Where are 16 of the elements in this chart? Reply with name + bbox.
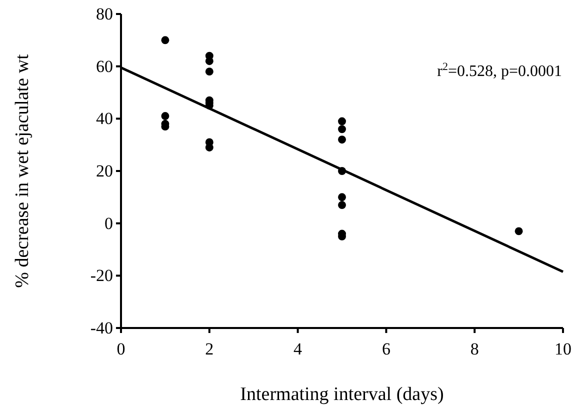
y-tick-label: 80 — [96, 4, 113, 24]
y-tick-label: 60 — [96, 56, 113, 76]
x-axis-title: Intermating interval (days) — [240, 384, 444, 405]
x-tick-label: 0 — [116, 340, 126, 359]
x-tick-label: 2 — [205, 340, 214, 359]
y-tick-label: -20 — [90, 266, 113, 286]
y-tick-label: 20 — [96, 161, 113, 180]
y-tick-label: -40 — [90, 318, 113, 338]
y-tick-label: 0 — [104, 214, 113, 233]
annotation: r$^{2}$=0.528, p=0.0001 — [437, 61, 562, 80]
y-axis-title: % decrease in wet ejaculate wt — [12, 53, 33, 288]
x-tick-label: 10 — [554, 340, 572, 359]
x-tick-label: 4 — [294, 340, 303, 359]
x-tick-label: 8 — [470, 340, 479, 359]
x-tick-label: 6 — [382, 340, 390, 359]
y-tick-label: 40 — [96, 109, 113, 128]
